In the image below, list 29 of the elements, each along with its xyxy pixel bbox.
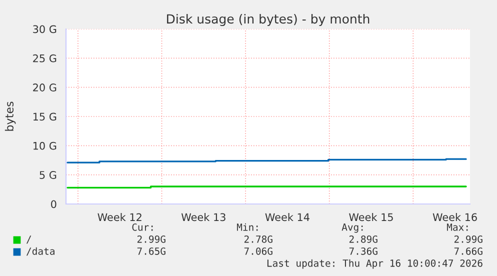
text: 2.99G (454, 235, 482, 243)
text: 7.36G (349, 247, 378, 255)
y-tick-label: 0 (51, 200, 56, 208)
y-tick-label: 25 G (33, 54, 56, 62)
chart-title: Disk usage (in bytes) - by month (167, 14, 370, 26)
text: 2.99G (137, 235, 166, 243)
y-tick-label: 10 G (33, 142, 56, 150)
legend-label: /data (26, 247, 54, 256)
y-axis-title: bytes (4, 102, 16, 131)
legend-label: / (26, 236, 32, 244)
text: Min: (236, 223, 258, 231)
y-tick-label: 30 G (33, 25, 56, 34)
y-tick-label: 20 G (33, 84, 56, 92)
text: Cur: (132, 223, 153, 231)
text: Avg: (342, 224, 363, 233)
x-tick-label: Week 13 (181, 213, 226, 222)
x-tick-label: Week 12 (98, 213, 142, 222)
x-tick-label: Week 16 (432, 213, 477, 222)
x-tick-label: Week 15 (349, 213, 393, 222)
y-tick-label: 5 G (40, 171, 56, 179)
text: 7.65G (137, 247, 166, 255)
text: 2.78G (244, 235, 272, 243)
text: Max: (446, 224, 468, 231)
text: 2.89G (349, 235, 378, 243)
text: Last update: Thu Apr 16 10:00:47 2026 (267, 259, 482, 269)
text: 7.06G (244, 247, 272, 255)
text: 7.66G (454, 247, 482, 255)
x-tick-label: Week 14 (265, 213, 310, 222)
y-tick-label: 15 G (33, 112, 56, 121)
